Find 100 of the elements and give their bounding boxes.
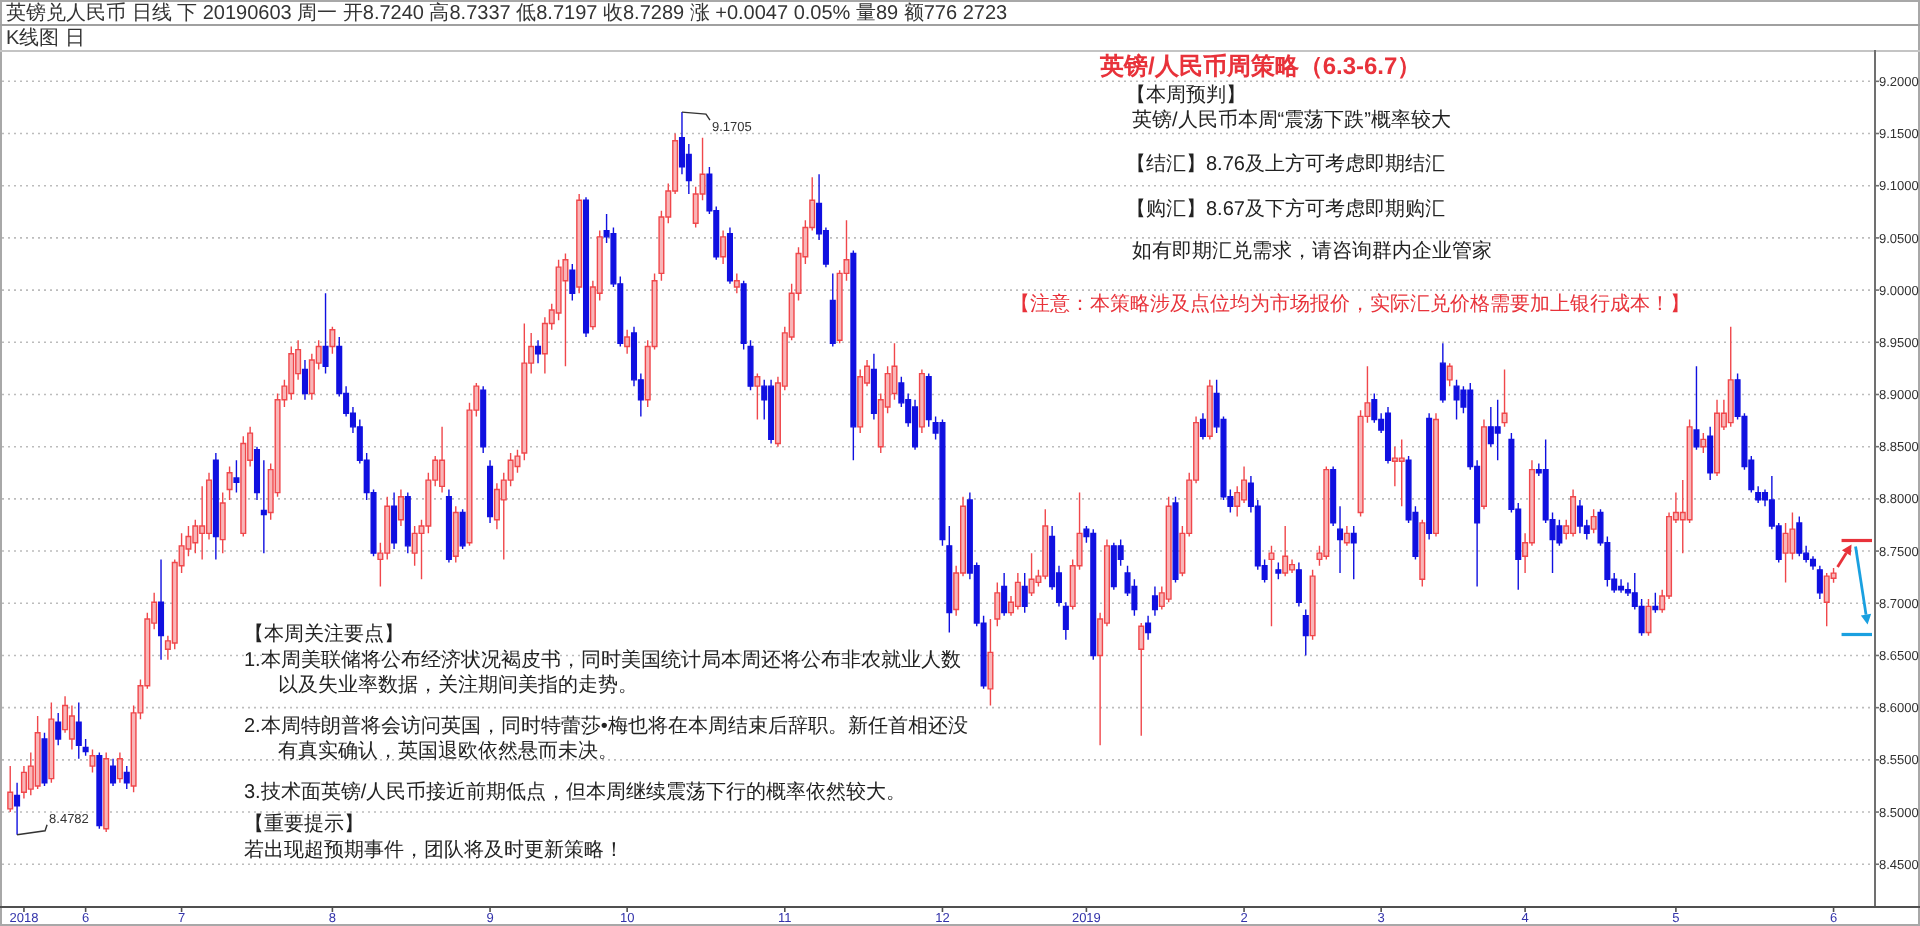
candlestick	[404, 491, 411, 554]
candlestick	[1714, 399, 1721, 477]
candlestick	[439, 426, 446, 494]
candlestick	[14, 782, 21, 836]
candlestick	[912, 399, 919, 451]
candlestick	[1700, 432, 1707, 454]
candlestick	[768, 379, 775, 445]
candlestick	[576, 193, 583, 294]
candlestick	[1419, 519, 1426, 588]
candlestick	[1350, 525, 1357, 580]
candlestick	[562, 252, 569, 367]
candlestick	[733, 272, 740, 294]
candlestick	[96, 751, 103, 830]
candlestick	[1816, 564, 1823, 600]
candlestick	[1398, 438, 1405, 507]
candlestick	[1302, 608, 1309, 657]
candlestick	[1090, 528, 1097, 661]
candlestick	[1570, 488, 1577, 538]
annotation: 2.本周特朗普将会访问英国，同时特蕾莎•梅也将在本周结束后辞职。新任首相还没有真实确认，英国退欧依然悬而未决。	[244, 714, 968, 763]
candlestick	[870, 353, 877, 421]
chart-title: 英镑/人民币周策略（6.3-6.7）	[1098, 52, 1422, 80]
candlestick	[1199, 412, 1206, 441]
candlestick	[1021, 572, 1028, 614]
candlestick	[1145, 615, 1152, 641]
candlestick	[1727, 325, 1734, 428]
candlestick	[1432, 412, 1440, 538]
candlestick	[1823, 572, 1830, 627]
candlestick	[89, 748, 96, 774]
candlestick	[1014, 572, 1021, 611]
candlestick	[1707, 426, 1714, 481]
candlestick	[1576, 499, 1583, 535]
candlestick	[1439, 342, 1446, 404]
candlestick	[1268, 545, 1275, 627]
candlestick	[1110, 542, 1117, 591]
annotation: 3.技术面英镑/人民币接近前期低点，但本周继续震荡下行的概率依然较大。	[244, 780, 907, 804]
candlestick	[1446, 362, 1453, 387]
candlestick	[288, 345, 295, 401]
candlestick	[1042, 508, 1049, 580]
annotation: 【重要提示】	[244, 812, 364, 836]
candlestick	[233, 459, 240, 494]
candlestick	[480, 385, 487, 454]
candlestick	[1151, 585, 1158, 617]
candlestick	[754, 372, 761, 421]
candlestick	[397, 488, 404, 527]
candlestick	[1138, 622, 1145, 737]
candlestick	[1343, 525, 1350, 547]
candlestick	[720, 229, 727, 265]
candlestick	[624, 329, 631, 355]
candlestick	[301, 359, 309, 401]
candlestick	[55, 712, 62, 746]
candlestick	[829, 272, 836, 348]
candlestick	[34, 715, 41, 790]
candlestick	[1693, 365, 1700, 451]
candlestick	[850, 249, 857, 461]
candlestick	[857, 368, 864, 434]
candlestick	[1001, 572, 1008, 617]
candlestick	[1323, 465, 1330, 561]
candlestick	[1494, 399, 1501, 461]
candlestick	[1618, 578, 1625, 594]
candlestick	[582, 196, 590, 338]
candlestick	[1426, 412, 1433, 541]
annotation: 如有即期汇兑需求，请咨询群内企业管家	[1132, 239, 1492, 263]
candlestick	[459, 508, 466, 550]
candlestick	[1796, 515, 1803, 557]
candlestick	[1384, 406, 1392, 465]
candlestick	[535, 339, 542, 364]
candlestick	[103, 751, 110, 833]
candlestick	[1165, 496, 1172, 603]
annotation: 【注意：本策略涉及点位均为市场报价，实际汇兑价格需要加上银行成本！】	[1010, 292, 1690, 316]
candlestick	[445, 488, 452, 564]
candlestick	[726, 226, 733, 285]
candlestick	[212, 452, 219, 561]
text: 英镑兑人民币 日线 下 20190603 周一 开8.7240 高8.7337 低8.7197 收8.7289 涨 +0.0047 0.05% 量89 额776 2723	[6, 1, 1009, 25]
annotation: 【购汇】8.67及下方可考虑即期购汇	[1126, 197, 1445, 221]
candlestick	[1172, 496, 1179, 584]
text: K线图 日	[6, 26, 85, 50]
candlestick	[7, 765, 14, 813]
annotation: 【本周预判】	[1126, 83, 1246, 107]
annotation: 1.本周美联储将公布经济状况褐皮书，同时美国统计局本周还将公布非农就业人数以及失业率数据，关注期间美指的走势。	[244, 648, 961, 697]
candlestick	[918, 368, 925, 434]
candlestick	[1295, 561, 1302, 608]
candlestick	[158, 558, 165, 661]
candlestick	[48, 701, 55, 784]
candlestick	[1652, 592, 1659, 614]
annotation: 英镑/人民币本周“震荡下跌”概率较大	[1132, 108, 1451, 132]
candlestick	[116, 751, 123, 784]
candlestick	[329, 325, 336, 355]
candlestick	[1501, 368, 1508, 428]
candlestick	[391, 491, 398, 550]
candlestick	[452, 505, 459, 564]
annotation: 若出现超预期事件，团队将及时更新策略！	[244, 838, 624, 862]
candlestick	[1028, 552, 1035, 597]
candlestick	[240, 435, 247, 538]
annotation: 【本周关注要点】	[244, 622, 404, 646]
candlestick	[226, 465, 233, 501]
candlestick	[219, 491, 226, 554]
candlestick	[1275, 561, 1282, 580]
candlestick	[487, 459, 494, 524]
candlestick	[1206, 379, 1213, 441]
annotation: 【结汇】8.76及上方可考虑即期结汇	[1126, 152, 1445, 176]
